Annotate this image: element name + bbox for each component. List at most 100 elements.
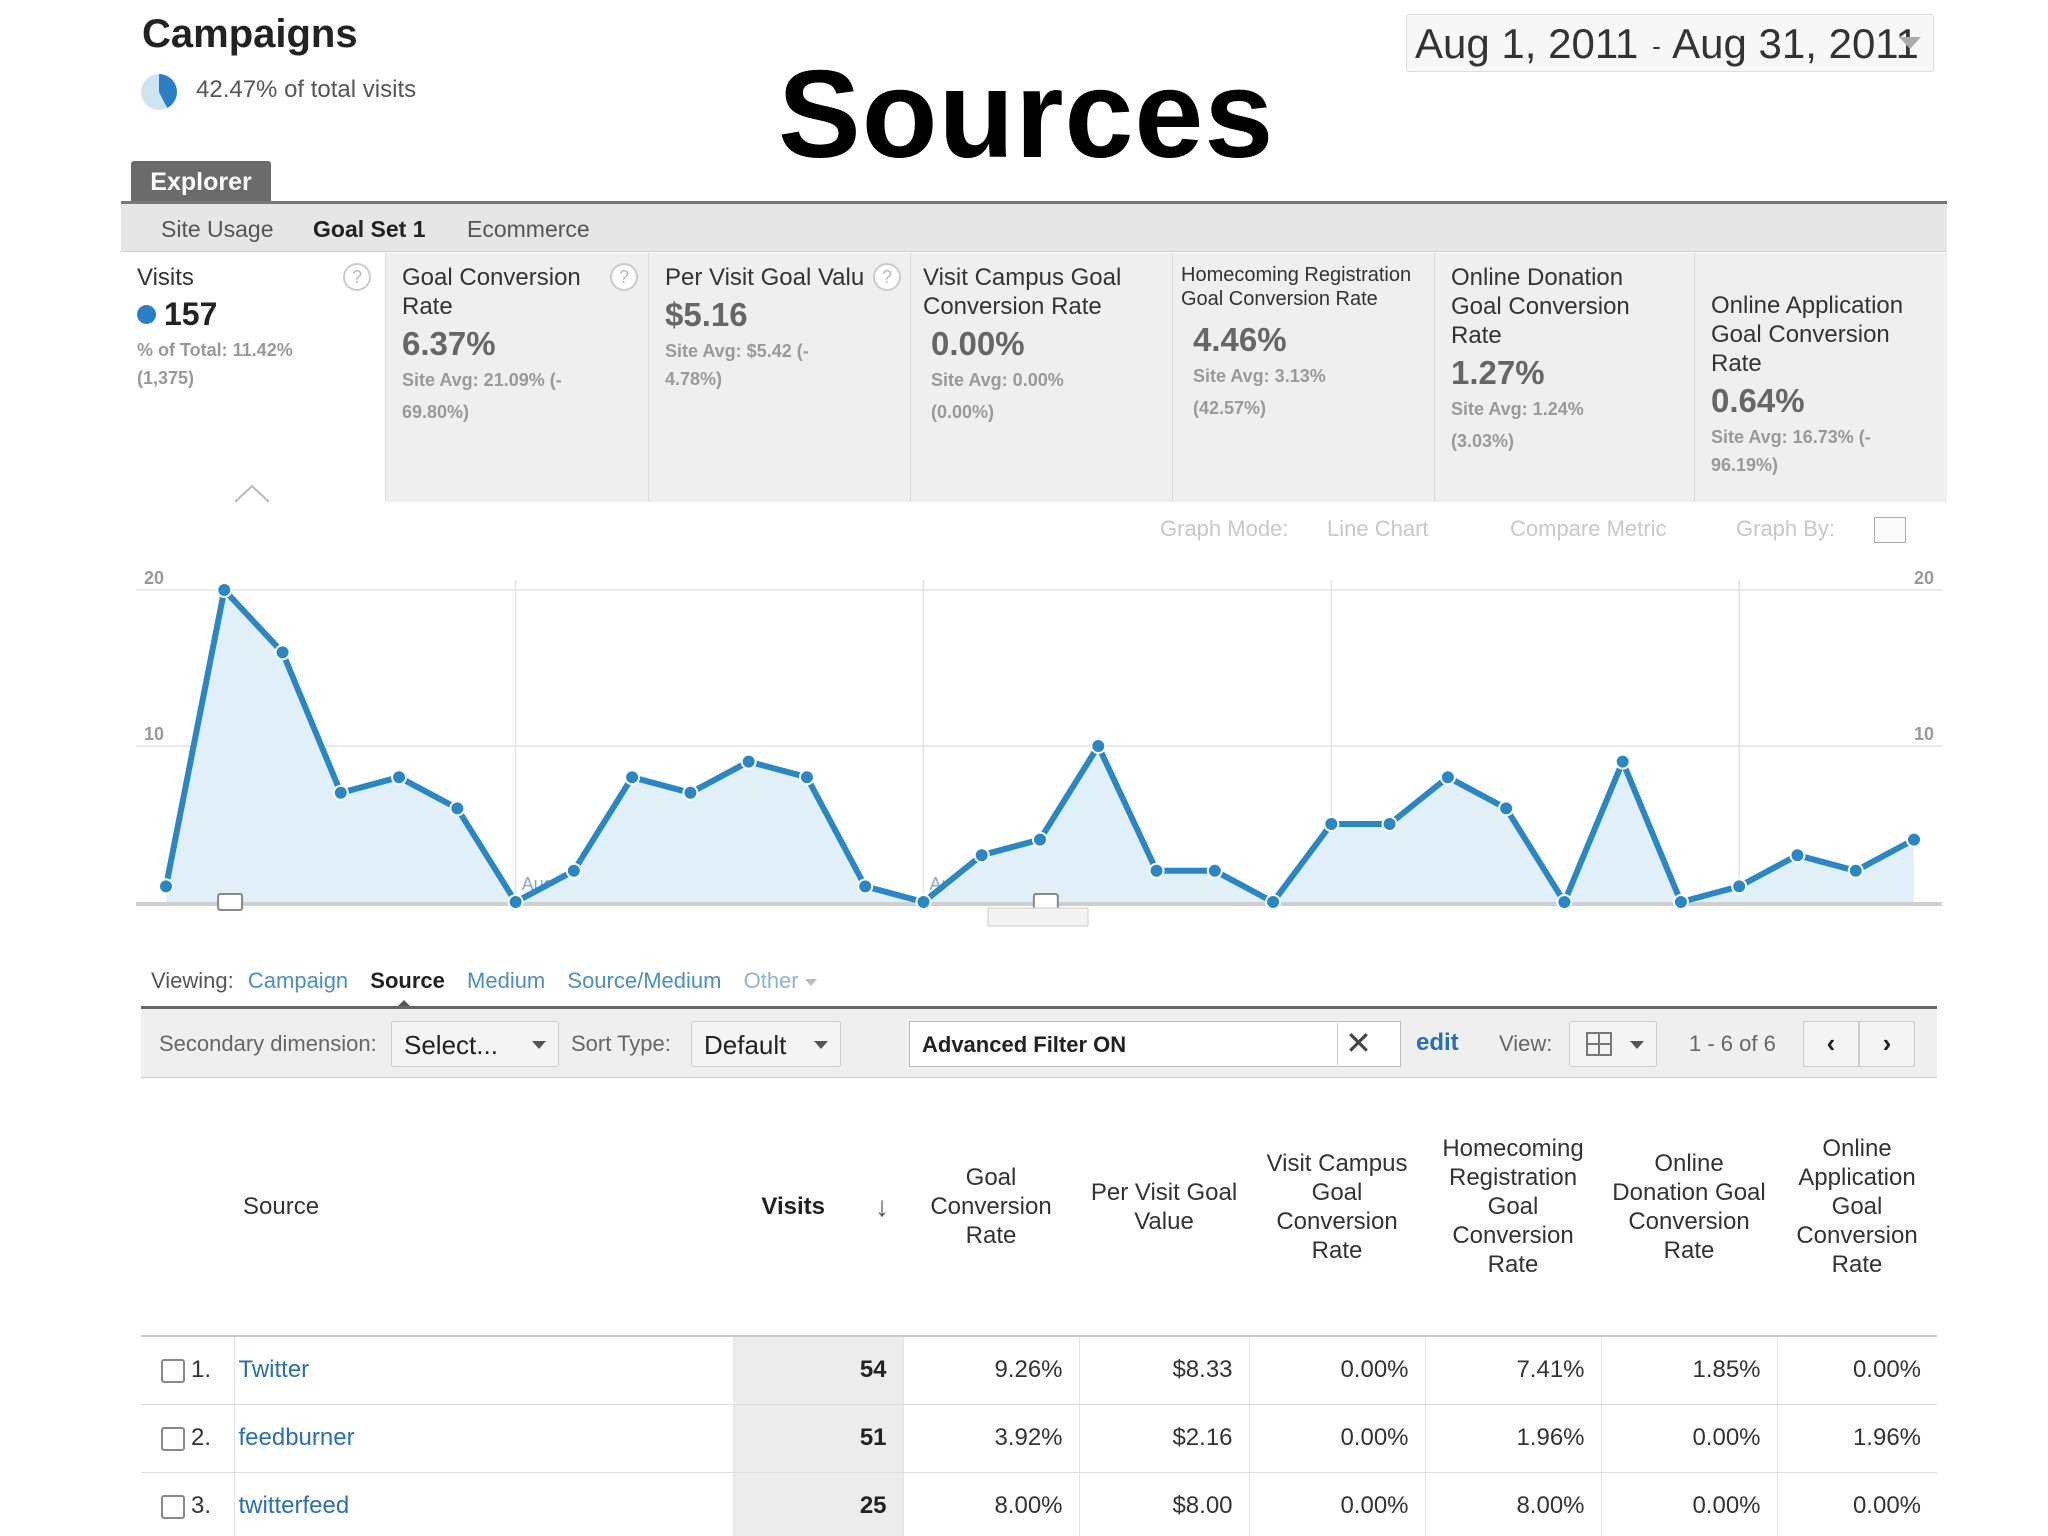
data-point — [449, 800, 466, 817]
chevron-down-icon[interactable] — [804, 978, 817, 986]
metric-card-homecoming[interactable]: Homecoming Registration Goal Conversion … — [1172, 253, 1434, 502]
help-icon[interactable]: ? — [343, 263, 371, 291]
row-checkbox[interactable] — [161, 1494, 185, 1519]
column-header-online-donation[interactable]: Online Donation Goal Conversion Rate — [1601, 1078, 1778, 1337]
help-icon[interactable]: ? — [873, 263, 901, 291]
tab-explorer[interactable]: Explorer — [131, 161, 271, 203]
metric-card-online-application[interactable]: Online Application Goal Conversion Rate … — [1694, 253, 1947, 502]
calendar-icon[interactable] — [1874, 517, 1906, 543]
subtab-site-usage[interactable]: Site Usage — [161, 216, 274, 242]
advanced-filter-field[interactable]: Advanced Filter ON — [909, 1021, 1401, 1067]
metric-site-avg: Site Avg: 0.00% — [931, 370, 1064, 390]
sort-type-select[interactable]: Default — [691, 1021, 841, 1067]
metric-total-label: % of Total: 11.42% — [137, 340, 293, 360]
data-point — [274, 644, 291, 661]
source-link[interactable]: twitterfeed — [233, 1472, 734, 1536]
viewing-option-campaign[interactable]: Campaign — [247, 968, 349, 993]
column-header-homecoming[interactable]: Homecoming Registration Goal Conversion … — [1425, 1078, 1602, 1337]
date-start: Aug 1, 2011 — [1415, 20, 1639, 67]
metric-change: (42.57%) — [1193, 398, 1267, 418]
date-range-picker[interactable]: Aug 1, 2011 - Aug 31, 2011 — [1406, 14, 1934, 72]
data-point — [1439, 769, 1456, 786]
metric-card-visits[interactable]: Visits 157 % of Total: 11.42% (1,375) ? — [121, 253, 385, 502]
view-type-select[interactable] — [1569, 1021, 1657, 1067]
graph-by-label: Graph By: — [1736, 516, 1836, 541]
viewing-option-source-medium[interactable]: Source/Medium — [567, 968, 722, 993]
metric-total-extra: (1,375) — [137, 368, 195, 388]
column-header-per-visit-goal-value[interactable]: Per Visit Goal Value — [1079, 1078, 1250, 1337]
column-header-online-application[interactable]: Online Application Goal Conversion Rate — [1777, 1078, 1938, 1337]
metric-change: 96.19%) — [1711, 455, 1779, 475]
row-checkbox[interactable] — [161, 1358, 185, 1383]
table-row: 1. Twitter 54 9.26% $8.33 0.00% 7.41% 1.… — [141, 1336, 1938, 1405]
graph-mode-label: Graph Mode: — [1160, 516, 1289, 541]
data-point — [1731, 878, 1748, 895]
cell-visits: 54 — [732, 1336, 904, 1405]
date-separator: - — [1652, 31, 1661, 62]
table-toolbar: Secondary dimension: Select... Sort Type… — [141, 1006, 1937, 1078]
table-row: 2. feedburner 51 3.92% $2.16 0.00% 1.96%… — [141, 1404, 1938, 1473]
sources-table: Source Visits ↓ Goal Conversion Rate Per… — [141, 1078, 1938, 1536]
previous-page-button[interactable]: ‹ — [1803, 1021, 1859, 1067]
edit-filter-link[interactable]: edit — [1416, 1029, 1459, 1056]
column-header-source[interactable]: Source — [141, 1078, 734, 1337]
chevron-down-icon — [1630, 1041, 1644, 1049]
metric-name: Goal Conversion Rate — [402, 264, 581, 320]
data-point — [1498, 800, 1515, 817]
metric-card-online-donation[interactable]: Online Donation Goal Conversion Rate 1.2… — [1434, 253, 1694, 502]
view-label: View: — [1499, 1031, 1553, 1056]
chevron-down-icon[interactable] — [1899, 37, 1921, 49]
data-point — [1556, 894, 1573, 910]
metric-card-visit-campus[interactable]: Visit Campus Goal Conversion Rate 0.00% … — [910, 253, 1172, 502]
data-point — [682, 784, 699, 801]
compare-metric-button[interactable]: Compare Metric — [1510, 516, 1667, 541]
secondary-dimension-select[interactable]: Select... — [391, 1021, 559, 1067]
viewing-option-source[interactable]: Source — [370, 968, 445, 993]
viewing-option-medium[interactable]: Medium — [467, 968, 546, 993]
data-point — [973, 847, 990, 864]
metric-site-avg: Site Avg: 1.24% — [1451, 399, 1584, 419]
subtab-ecommerce[interactable]: Ecommerce — [467, 216, 590, 242]
metric-name: Online Application Goal Conversion Rate — [1711, 292, 1904, 377]
sort-descending-icon[interactable]: ↓ — [875, 1191, 890, 1222]
metric-change: (3.03%) — [1451, 431, 1515, 451]
next-page-button[interactable]: › — [1859, 1021, 1915, 1067]
graph-mode-value[interactable]: Line Chart — [1327, 516, 1429, 541]
column-header-goal-conversion-rate[interactable]: Goal Conversion Rate — [903, 1078, 1080, 1337]
metric-site-avg: Site Avg: 16.73% (- — [1711, 427, 1871, 447]
column-header-visits-label: Visits — [761, 1193, 826, 1220]
metric-value: 0.00% — [931, 325, 1025, 362]
row-checkbox[interactable] — [161, 1426, 185, 1451]
data-point — [216, 582, 233, 598]
column-header-visit-campus[interactable]: Visit Campus Goal Conversion Rate — [1249, 1078, 1426, 1337]
data-point — [158, 878, 174, 895]
viewing-option-other[interactable]: Other — [743, 968, 799, 993]
date-end: Aug 31, 2011 — [1672, 20, 1919, 67]
cell-per-visit-goal-value: $8.00 — [1078, 1472, 1250, 1536]
close-icon[interactable]: ✕ — [1337, 1023, 1379, 1065]
metric-value: 157 — [164, 296, 218, 332]
source-link[interactable]: Twitter — [233, 1336, 734, 1405]
data-point — [1032, 831, 1048, 848]
source-link[interactable]: feedburner — [233, 1404, 734, 1473]
metric-site-avg: Site Avg: 21.09% (- — [402, 370, 562, 390]
cell-online-donation: 0.00% — [1600, 1472, 1778, 1536]
chart-resize-handle — [987, 907, 1089, 927]
metric-card-goal-conversion-rate[interactable]: Goal Conversion Rate 6.37% Site Avg: 21.… — [385, 253, 648, 502]
cell-visit-campus: 0.00% — [1248, 1404, 1426, 1473]
data-point — [391, 769, 408, 786]
data-point — [1789, 847, 1806, 864]
subtab-goal-set-1[interactable]: Goal Set 1 — [313, 216, 426, 242]
y-tick-label-right: 20 — [1914, 568, 1934, 588]
cell-online-application: 0.00% — [1776, 1472, 1938, 1536]
cell-online-application: 0.00% — [1776, 1336, 1938, 1405]
row-select-cell: 1. — [141, 1336, 234, 1405]
data-point — [1672, 894, 1689, 910]
help-icon[interactable]: ? — [610, 263, 638, 291]
column-header-visits[interactable]: Visits ↓ — [733, 1078, 904, 1337]
row-select-cell: 3. — [141, 1472, 234, 1536]
cell-visit-campus: 0.00% — [1248, 1472, 1426, 1536]
secondary-dimension-label: Secondary dimension: — [159, 1031, 377, 1056]
metric-card-per-visit-goal-value[interactable]: Per Visit Goal Valu $5.16 Site Avg: $5.4… — [648, 253, 910, 502]
metric-value: 4.46% — [1193, 321, 1287, 358]
